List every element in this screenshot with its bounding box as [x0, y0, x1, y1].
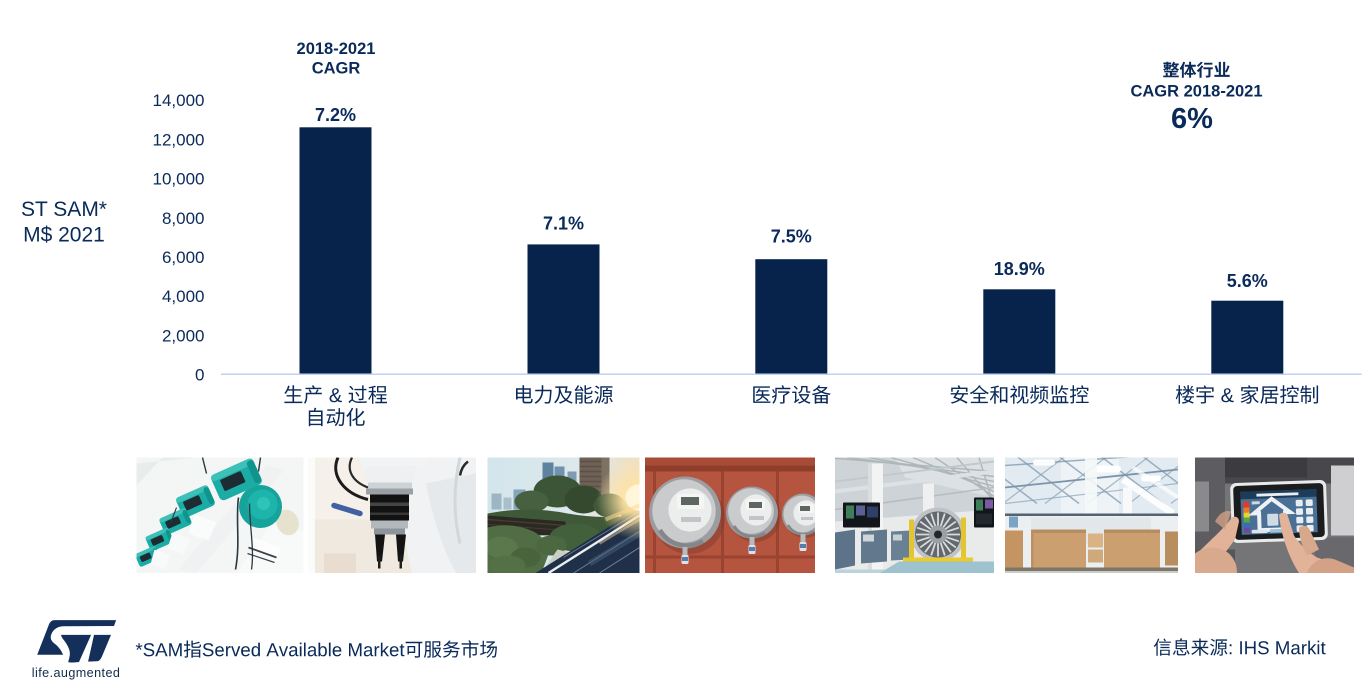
svg-text:6%: 6%	[1171, 103, 1213, 135]
svg-text:7.1%: 7.1%	[543, 214, 584, 234]
svg-text:CAGR: CAGR	[312, 60, 361, 78]
svg-text:ST SAM*: ST SAM*	[21, 198, 107, 221]
svg-text:0: 0	[195, 366, 204, 385]
svg-text:life.augmented: life.augmented	[32, 666, 121, 680]
svg-text:12,000: 12,000	[153, 130, 205, 149]
svg-text:4,000: 4,000	[162, 287, 205, 306]
svg-text:14,000: 14,000	[153, 91, 205, 110]
svg-text:2018-2021: 2018-2021	[297, 40, 376, 58]
svg-text:2,000: 2,000	[162, 326, 205, 345]
svg-text:8,000: 8,000	[162, 209, 205, 228]
svg-text:7.5%: 7.5%	[771, 227, 812, 247]
svg-text:7.2%: 7.2%	[315, 105, 356, 125]
svg-text:5.6%: 5.6%	[1227, 271, 1268, 291]
svg-text:CAGR 2018-2021: CAGR 2018-2021	[1130, 82, 1262, 100]
svg-text:6,000: 6,000	[162, 248, 205, 267]
svg-text:10,000: 10,000	[153, 170, 205, 189]
svg-text:18.9%: 18.9%	[994, 259, 1045, 279]
svg-text:M$ 2021: M$ 2021	[23, 224, 105, 247]
